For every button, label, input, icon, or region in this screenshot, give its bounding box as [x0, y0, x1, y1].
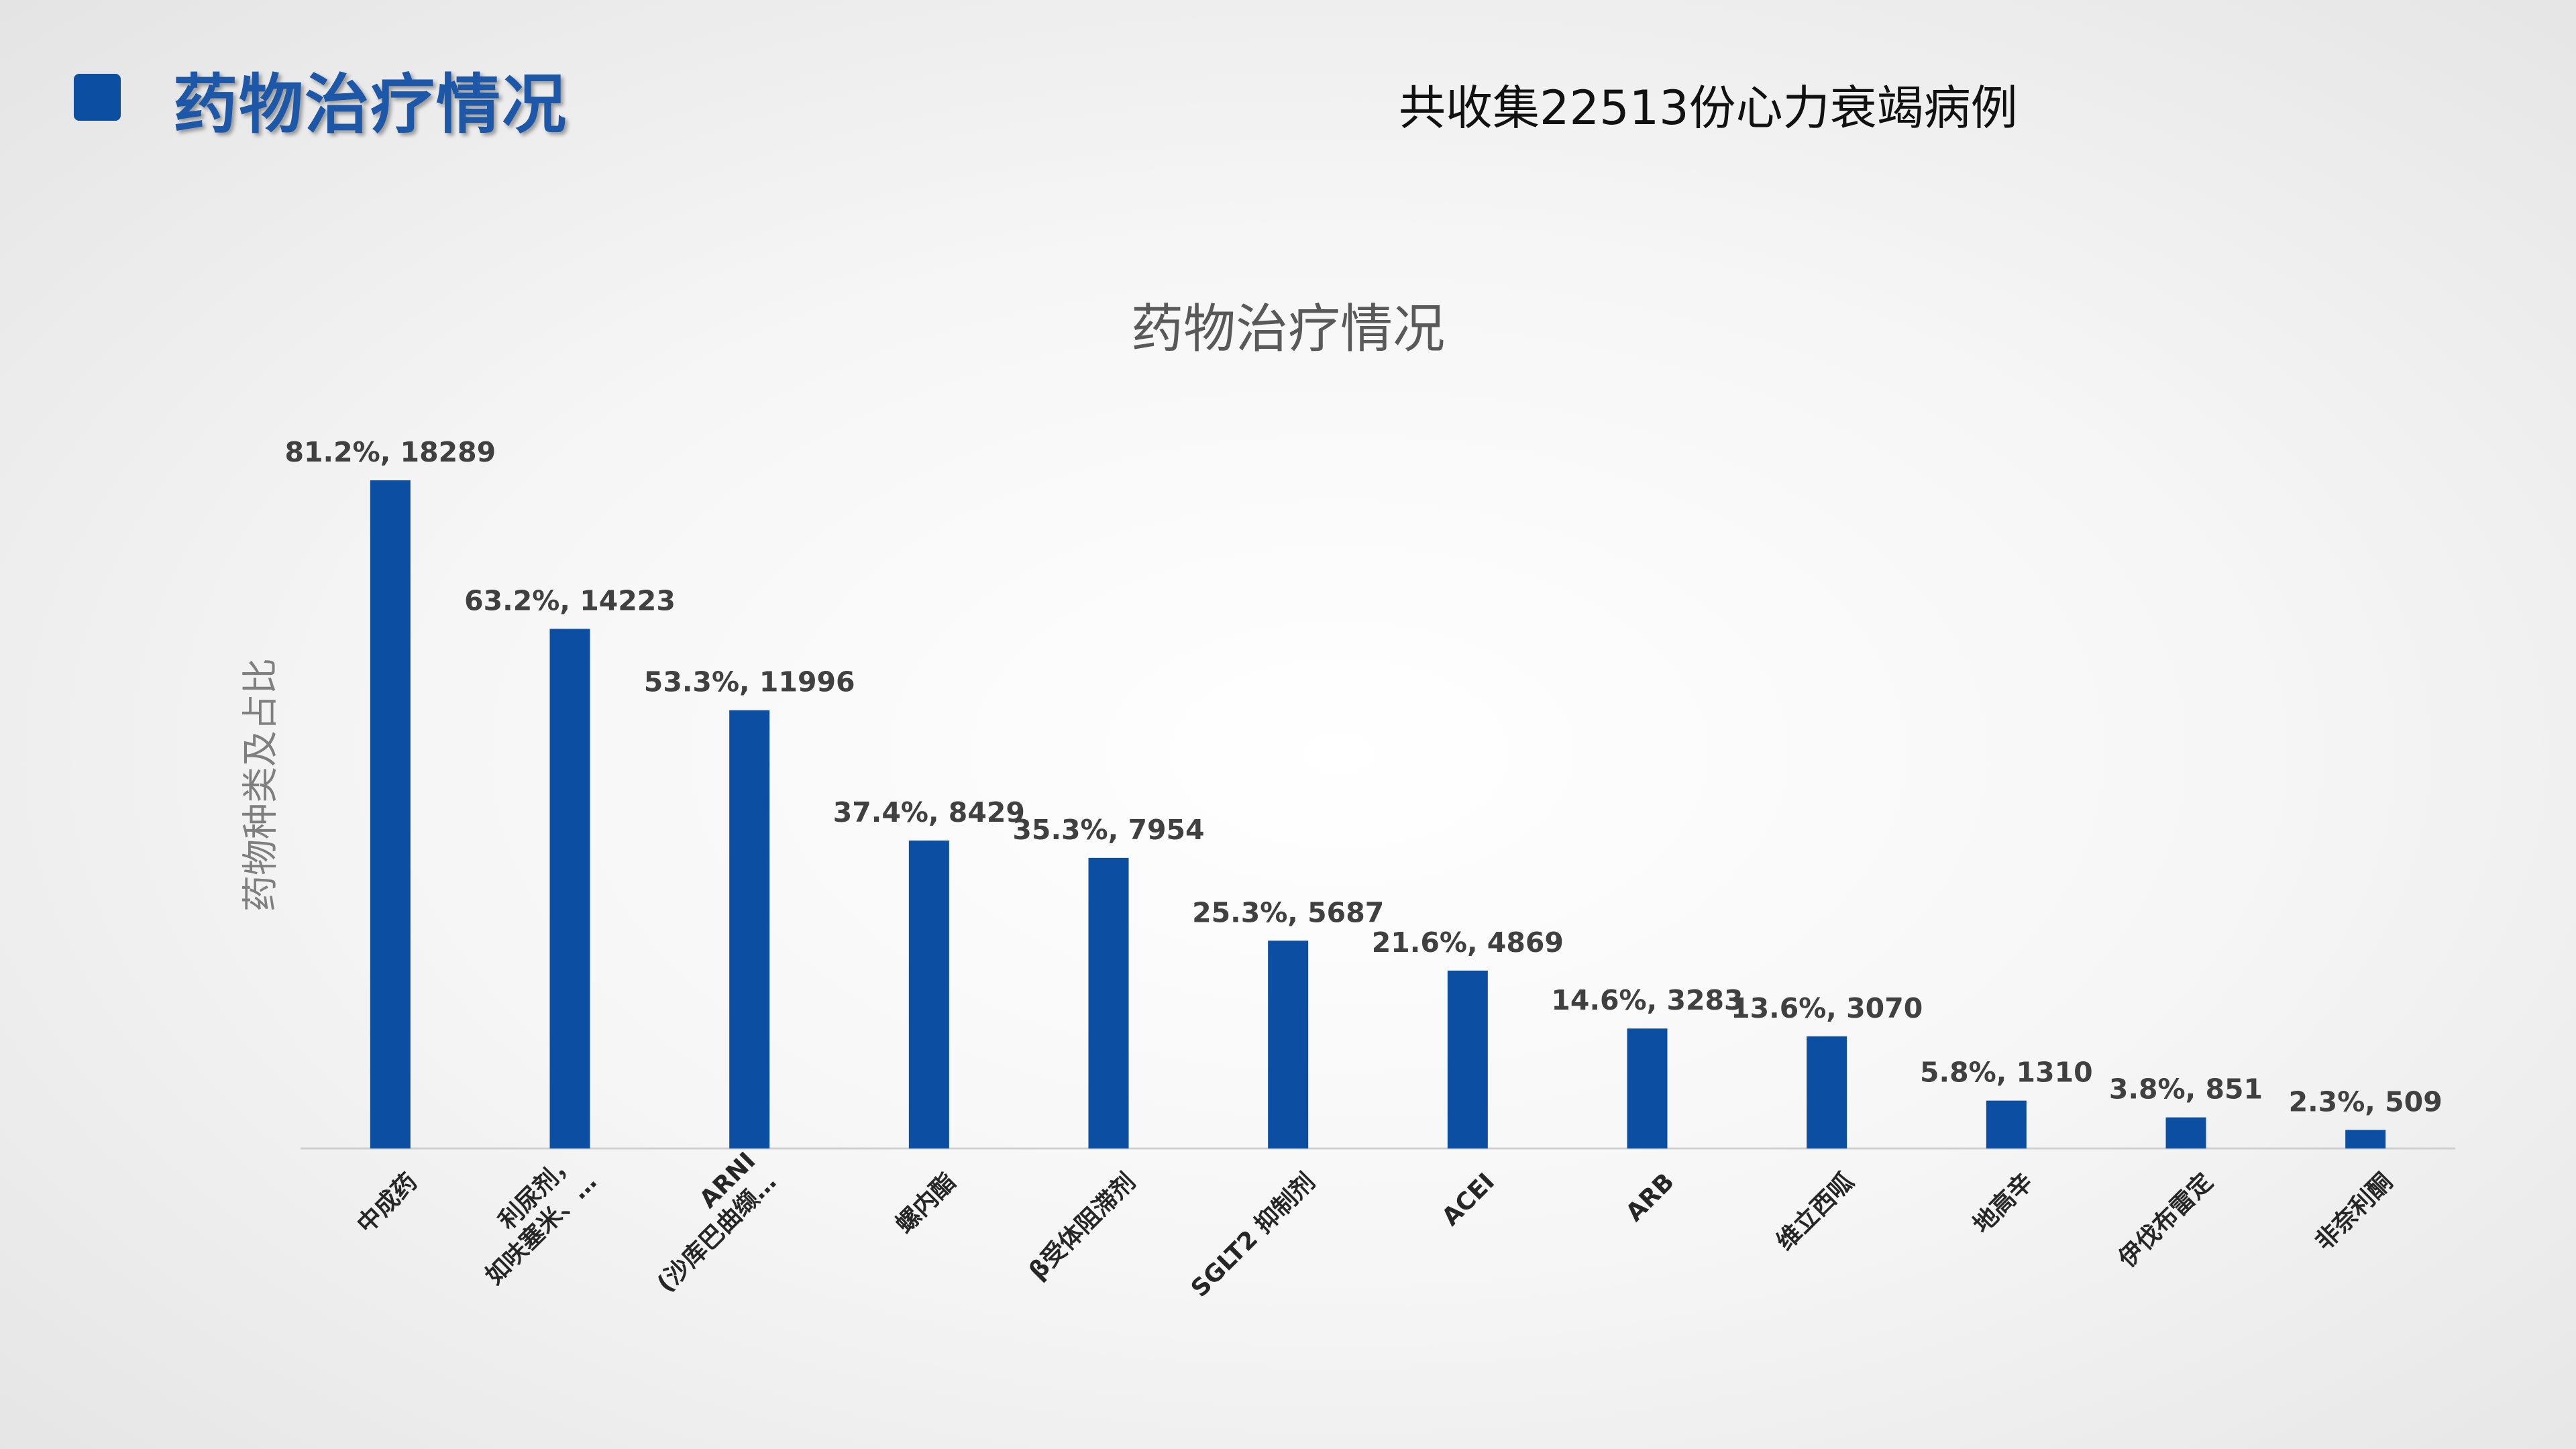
x-tick-label-line: 维立西呱 [1772, 1168, 1860, 1256]
bar [1627, 1028, 1668, 1148]
x-tick-label-line: ACEI [1437, 1168, 1500, 1231]
bar [1807, 1036, 1847, 1148]
bar [1268, 941, 1309, 1148]
chart-title: 药物治疗情况 [1130, 299, 1445, 360]
x-tick-label: ARNI(沙库巴曲缬… [652, 1147, 782, 1297]
bar [1986, 1100, 2027, 1148]
x-tick-label: SGLT2 抑制剂 [1186, 1168, 1321, 1303]
data-label: 53.3%, 11996 [644, 666, 855, 698]
x-tick-label: 螺内酯 [891, 1168, 961, 1238]
x-tick-label-line: 伊伐布雷定 [2113, 1168, 2218, 1273]
data-label: 5.8%, 1310 [1920, 1057, 2093, 1089]
x-tick-label-line: 螺内酯 [891, 1168, 961, 1238]
data-label: 2.3%, 509 [2289, 1085, 2443, 1118]
data-label: 21.6%, 4869 [1372, 926, 1564, 959]
data-label: 14.6%, 3283 [1551, 984, 1743, 1016]
data-label: 25.3%, 5687 [1192, 896, 1384, 928]
x-tick-label-line: 非奈利酮 [2310, 1168, 2398, 1256]
x-tick-label: ARB [1621, 1168, 1680, 1227]
data-label: 37.4%, 8429 [833, 796, 1025, 828]
bar [908, 840, 949, 1148]
bar [2345, 1130, 2386, 1148]
page-subtitle: 共收集22513份心力衰竭病例 [1399, 80, 2018, 136]
x-tick-label-line: SGLT2 抑制剂 [1186, 1168, 1321, 1303]
data-label: 3.8%, 851 [2109, 1073, 2263, 1106]
data-label: 81.2%, 18289 [284, 436, 496, 468]
bar [549, 629, 590, 1148]
x-tick-label: 伊伐布雷定 [2113, 1168, 2218, 1273]
x-tick-label: 维立西呱 [1772, 1168, 1860, 1256]
bar [2165, 1117, 2206, 1148]
data-label: 35.3%, 7954 [1012, 814, 1204, 846]
x-tick-label: 中成药 [352, 1168, 423, 1238]
bar [1447, 970, 1488, 1148]
x-tick-label-line: β受体阻滞剂 [1024, 1168, 1141, 1285]
bar [729, 710, 770, 1148]
bar [1088, 857, 1129, 1148]
x-tick-label-line: ARB [1621, 1168, 1680, 1227]
header-square-icon [74, 74, 121, 121]
x-tick-label: 非奈利酮 [2310, 1168, 2398, 1256]
x-tick-label: β受体阻滞剂 [1024, 1168, 1141, 1285]
x-tick-label-line: 地高辛 [1968, 1168, 2039, 1238]
x-tick-label-line: 中成药 [352, 1168, 423, 1238]
x-tick-label: ACEI [1437, 1168, 1500, 1231]
x-tick-label: 利尿剂，如呋塞米、… [480, 1147, 602, 1290]
x-tick-label: 地高辛 [1968, 1168, 2039, 1238]
data-label: 63.2%, 14223 [464, 584, 676, 616]
data-label: 13.6%, 3070 [1731, 992, 1923, 1024]
page-title: 药物治疗情况 [173, 67, 568, 142]
bar [370, 480, 411, 1148]
